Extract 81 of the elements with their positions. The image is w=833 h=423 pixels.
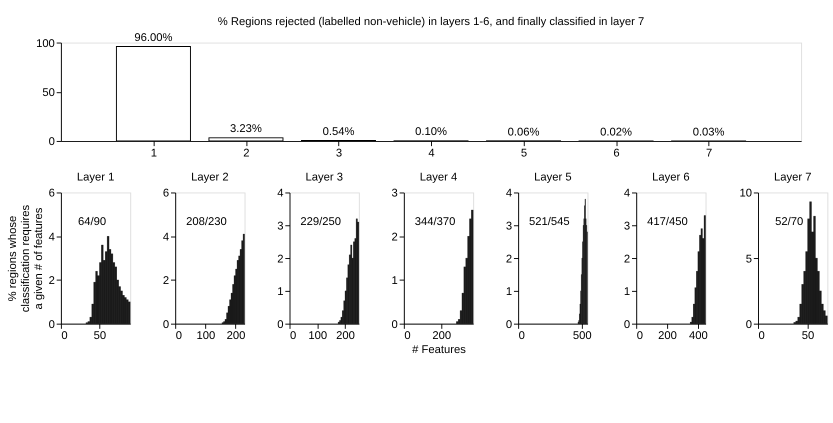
annotation: 208/230 <box>186 216 227 228</box>
y-tick-label: 2 <box>392 231 398 244</box>
chart-title: % Regions rejected (labelled non-vehicle) in layers 1-6, and finally classified in layer 7 <box>218 16 644 28</box>
y-tick-label: 2 <box>506 253 512 266</box>
x-tick-label: 6 <box>613 147 620 160</box>
x-tick-label: 1 <box>150 147 158 160</box>
y-tick-label: 4 <box>506 188 512 200</box>
x-tick-label: 500 <box>572 330 592 342</box>
annotation: 417/450 <box>647 216 688 228</box>
chart-title: Layer 4 <box>420 171 458 184</box>
y-tick-label: 0 <box>162 318 170 331</box>
x-tick-label: 4 <box>428 147 435 160</box>
x-tick-label: 0 <box>290 330 296 342</box>
y-tick-label: 50 <box>42 86 55 99</box>
x-axis-title: # Features <box>412 344 466 356</box>
chart-title: Layer 1 <box>76 171 114 184</box>
x-tick-label: 0 <box>61 330 68 342</box>
y-tick-label: 2 <box>624 253 630 266</box>
y-tick-label: 2 <box>162 275 170 288</box>
y-tick-label: 4 <box>624 188 630 200</box>
annotation: 229/250 <box>300 216 342 228</box>
data-label: 0.02% <box>600 126 632 138</box>
y-tick-label: 4 <box>48 231 55 244</box>
annotation: 64/90 <box>78 216 106 228</box>
chart-title: Layer 7 <box>774 171 812 184</box>
y-tick-label: 6 <box>48 188 55 200</box>
annotation: 344/370 <box>414 216 456 228</box>
x-tick-label: 0 <box>758 330 765 342</box>
x-tick-label: 100 <box>196 330 216 342</box>
y-tick-label: 0 <box>506 318 512 331</box>
annotation: 52/70 <box>775 216 804 228</box>
x-tick-label: 200 <box>226 330 246 342</box>
x-tick-label: 0 <box>404 330 411 342</box>
chart-title: Layer 2 <box>191 171 229 184</box>
x-tick-label: 50 <box>802 330 814 342</box>
y-tick-label: 0 <box>624 318 630 331</box>
y-tick-label: 2 <box>277 253 284 266</box>
y-tick-label: 1 <box>506 286 512 298</box>
chart-title: Layer 5 <box>534 171 572 184</box>
data-label: 0.54% <box>322 126 354 138</box>
x-tick-label: 7 <box>706 147 712 160</box>
y-tick-label: 1 <box>392 275 398 288</box>
y-tick-label: 0 <box>277 318 284 331</box>
y-tick-label: 0 <box>746 318 752 331</box>
y-axis-title: % regions whose classification requires a given # of features <box>6 204 45 312</box>
x-tick-label: 200 <box>336 330 355 342</box>
y-tick-label: 2 <box>48 275 55 288</box>
data-label: 0.10% <box>415 126 447 138</box>
y-tick-label: 4 <box>162 231 170 244</box>
y-tick-label: 3 <box>624 220 630 233</box>
y-tick-label: 0 <box>392 318 398 331</box>
y-tick-label: 4 <box>277 188 284 200</box>
y-tick-label: 1 <box>624 286 630 298</box>
x-tick-label: 100 <box>308 330 328 342</box>
x-tick-label: 200 <box>658 330 677 342</box>
y-tick-label: 1 <box>277 286 284 298</box>
y-tick-label: 10 <box>739 188 752 200</box>
y-tick-label: 0 <box>48 318 55 331</box>
y-tick-label: 100 <box>36 38 55 50</box>
x-tick-label: 0 <box>636 330 643 342</box>
x-tick-label: 2 <box>243 147 250 160</box>
y-tick-label: 0 <box>48 136 55 148</box>
x-tick-label: 200 <box>432 330 452 342</box>
y-tick-label: 3 <box>392 188 398 200</box>
y-tick-label: 3 <box>506 220 512 233</box>
chart-title: Layer 3 <box>305 171 343 184</box>
data-label: 0.03% <box>692 126 725 138</box>
x-tick-label: 400 <box>688 330 708 342</box>
x-tick-label: 0 <box>176 330 182 342</box>
data-label: 0.06% <box>508 126 540 138</box>
x-tick-label: 3 <box>336 147 342 160</box>
y-tick-label: 5 <box>746 253 752 266</box>
y-tick-label: 3 <box>277 220 284 233</box>
data-label: 3.23% <box>230 123 262 136</box>
y-tick-label: 6 <box>162 188 170 200</box>
chart-title: Layer 6 <box>652 171 690 184</box>
data-label: 96.00% <box>134 32 172 44</box>
annotation: 521/545 <box>529 216 570 228</box>
x-tick-label: 5 <box>520 147 528 160</box>
x-tick-label: 50 <box>94 330 106 342</box>
x-tick-label: 0 <box>518 330 525 342</box>
